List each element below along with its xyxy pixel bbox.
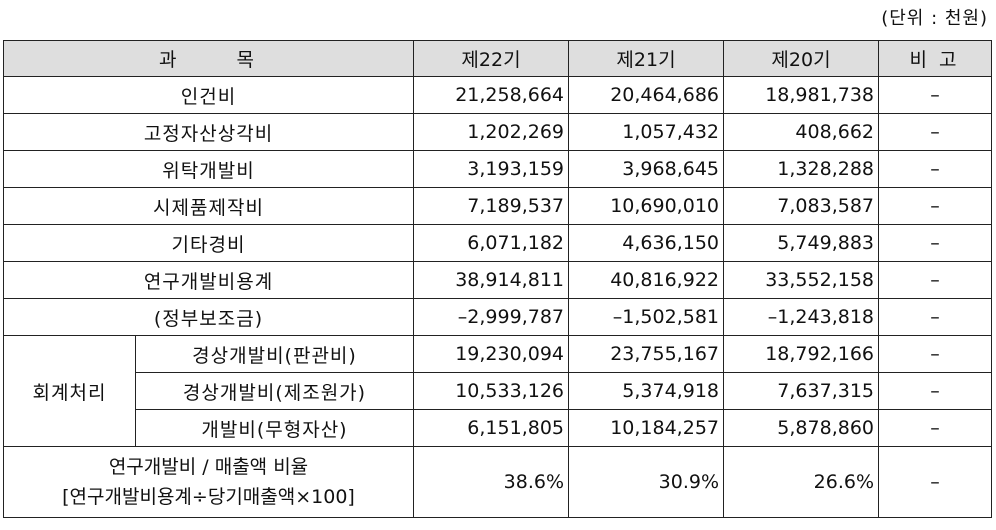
- value-20: 18,981,738: [723, 76, 879, 114]
- header-period-22: 제22기: [413, 40, 569, 77]
- value-20: 7,083,587: [723, 187, 879, 225]
- value-20: 5,878,860: [723, 409, 879, 447]
- value-20: 5,749,883: [723, 224, 879, 262]
- header-note: 비고: [878, 40, 992, 77]
- table-row: (정부보조금) –2,999,787 –1,502,581 –1,243,818…: [3, 298, 992, 336]
- note-cell: –: [878, 261, 992, 299]
- value-21: 10,690,010: [568, 187, 724, 225]
- row-label: 개발비(무형자산): [135, 409, 414, 447]
- value-22: –2,999,787: [413, 298, 569, 336]
- header-period-20: 제20기: [723, 40, 879, 77]
- row-label: 시제품제작비: [3, 187, 414, 225]
- note-cell: –: [878, 150, 992, 188]
- table-row: 기타경비 6,071,182 4,636,150 5,749,883 –: [3, 224, 992, 262]
- table-header-row: 과목 제22기 제21기 제20기 비고: [3, 40, 992, 77]
- value-22: 19,230,094: [413, 335, 569, 373]
- note-cell: –: [878, 187, 992, 225]
- value-21: 23,755,167: [568, 335, 724, 373]
- note-cell: –: [878, 372, 992, 410]
- row-label: 위탁개발비: [3, 150, 414, 188]
- table-row: 경상개발비(제조원가) 10,533,126 5,374,918 7,637,3…: [4, 372, 992, 410]
- value-20: 33,552,158: [723, 261, 879, 299]
- row-label: 인건비: [3, 76, 414, 114]
- value-22: 1,202,269: [413, 113, 569, 151]
- value-21: 10,184,257: [568, 409, 724, 447]
- table-row: 고정자산상각비 1,202,269 1,057,432 408,662 –: [3, 113, 992, 151]
- unit-note: (단위 : 천원): [881, 8, 988, 29]
- table-row: 개발비(무형자산) 6,151,805 10,184,257 5,878,860…: [4, 409, 992, 447]
- table-row: 시제품제작비 7,189,537 10,690,010 7,083,587 –: [3, 187, 992, 225]
- note-cell: –: [878, 298, 992, 336]
- ratio-label: 연구개발비 / 매출액 비율 [연구개발비용계÷당기매출액×100]: [3, 446, 414, 518]
- value-21: 3,968,645: [568, 150, 724, 188]
- note-cell: –: [878, 76, 992, 114]
- row-label: (정부보조금): [3, 298, 414, 336]
- note-cell: –: [878, 446, 992, 518]
- value-22: 38,914,811: [413, 261, 569, 299]
- value-20: –1,243,818: [723, 298, 879, 336]
- table-row: 위탁개발비 3,193,159 3,968,645 1,328,288 –: [3, 150, 992, 188]
- table-row: 연구개발비용계 38,914,811 40,816,922 33,552,158…: [3, 261, 992, 299]
- row-label: 기타경비: [3, 224, 414, 262]
- value-21: –1,502,581: [568, 298, 724, 336]
- ratio-label-line2: [연구개발비용계÷당기매출액×100]: [62, 486, 355, 508]
- value-21: 20,464,686: [568, 76, 724, 114]
- value-20: 18,792,166: [723, 335, 879, 373]
- value-21: 5,374,918: [568, 372, 724, 410]
- value-22: 10,533,126: [413, 372, 569, 410]
- ratio-20: 26.6%: [723, 446, 879, 518]
- value-22: 6,071,182: [413, 224, 569, 262]
- value-22: 21,258,664: [413, 76, 569, 114]
- row-label: 고정자산상각비: [3, 113, 414, 151]
- row-label: 경상개발비(판관비): [135, 335, 414, 373]
- ratio-21: 30.9%: [568, 446, 724, 518]
- value-20: 408,662: [723, 113, 879, 151]
- value-21: 4,636,150: [568, 224, 724, 262]
- table-row: 인건비 21,258,664 20,464,686 18,981,738 –: [3, 76, 992, 114]
- note-cell: –: [878, 409, 992, 447]
- value-21: 1,057,432: [568, 113, 724, 151]
- value-22: 3,193,159: [413, 150, 569, 188]
- header-period-21: 제21기: [568, 40, 724, 77]
- table-row: 회계처리 경상개발비(판관비) 19,230,094 23,755,167 18…: [3, 335, 992, 447]
- value-22: 6,151,805: [413, 409, 569, 447]
- note-cell: –: [878, 113, 992, 151]
- row-label: 연구개발비용계: [3, 261, 414, 299]
- row-label: 경상개발비(제조원가): [135, 372, 414, 410]
- header-subject: 과목: [3, 40, 414, 77]
- ratio-label-line1: 연구개발비 / 매출액 비율: [108, 456, 309, 478]
- table-row-ratio: 연구개발비 / 매출액 비율 [연구개발비용계÷당기매출액×100] 38.6%…: [3, 446, 992, 518]
- value-20: 7,637,315: [723, 372, 879, 410]
- value-22: 7,189,537: [413, 187, 569, 225]
- note-cell: –: [878, 224, 992, 262]
- value-21: 40,816,922: [568, 261, 724, 299]
- value-20: 1,328,288: [723, 150, 879, 188]
- rnd-expense-table: 과목 제22기 제21기 제20기 비고 인건비 21,258,664 20,4…: [3, 40, 992, 518]
- note-cell: –: [878, 335, 992, 373]
- accounting-group-label: 회계처리: [3, 335, 136, 447]
- ratio-22: 38.6%: [413, 446, 569, 518]
